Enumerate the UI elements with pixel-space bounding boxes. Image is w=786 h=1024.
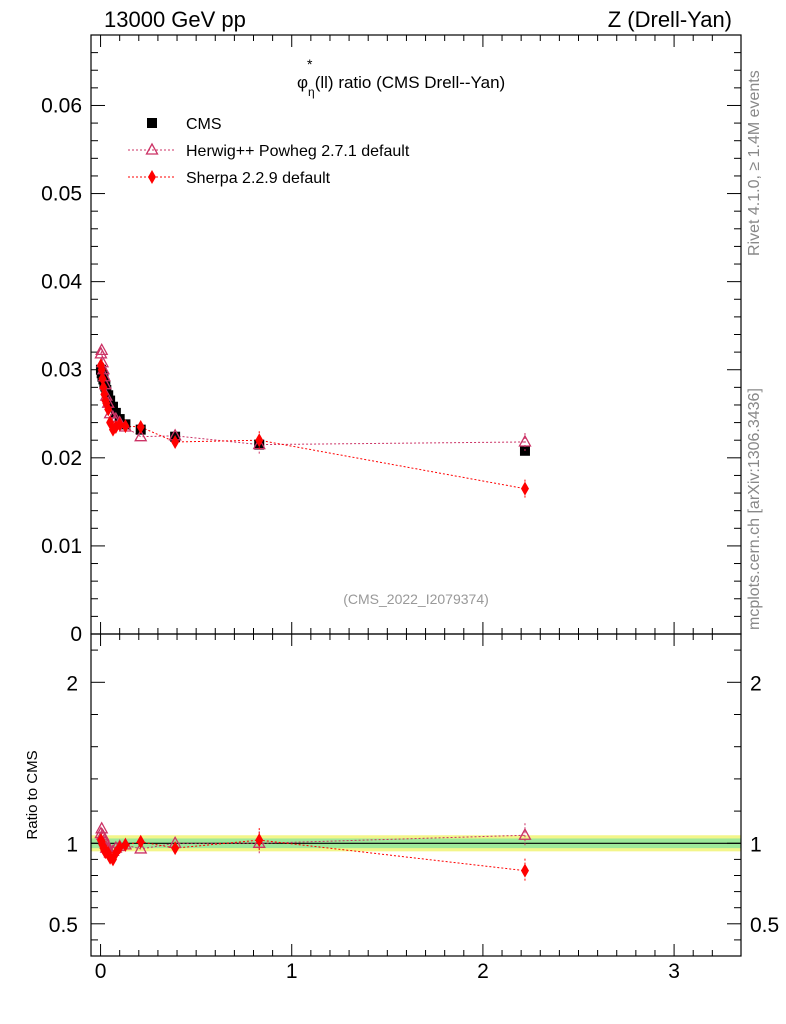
ratio-point-diamond xyxy=(121,837,130,852)
ratio-frame xyxy=(90,633,742,957)
ratio-point-triangle-open xyxy=(518,827,532,840)
main-point-square xyxy=(103,390,114,401)
ratio-point-diamond xyxy=(520,863,529,878)
main-point-triangle-open xyxy=(518,434,532,447)
ratio-tick-label-left: 1 xyxy=(66,833,78,856)
ratio-point-diamond xyxy=(255,833,264,848)
main-series-line xyxy=(100,365,526,490)
main-point-diamond xyxy=(98,371,107,386)
legend-entry-cms: CMS xyxy=(147,116,222,133)
main-point-diamond xyxy=(104,402,113,417)
legend-marker-herwig xyxy=(145,142,159,155)
y-tick-label: 0.02 xyxy=(41,447,82,470)
ratio-panel: 0 1 2 3 0.5 0.5 1 1 2 2 xyxy=(49,633,779,983)
title-eta: η xyxy=(308,85,315,99)
y-tick-label: 0.04 xyxy=(41,271,82,294)
ratio-tick-label-right: 1 xyxy=(750,833,762,856)
main-point-triangle-open xyxy=(134,429,148,442)
legend-label-sherpa: Sherpa 2.2.9 default xyxy=(186,170,331,187)
main-point-diamond xyxy=(171,434,180,449)
main-point-diamond xyxy=(121,419,130,434)
analysis-tag: (CMS_2022_I2079374) xyxy=(343,591,489,607)
main-point-triangle-open xyxy=(94,346,108,359)
main-point-diamond xyxy=(255,433,264,448)
legend: CMS Herwig++ Powheg 2.7.1 default Sherpa… xyxy=(128,116,410,187)
y-tick-label: 0.03 xyxy=(41,359,82,382)
ratio-point-diamond xyxy=(115,840,124,855)
legend-marker-sherpa xyxy=(148,170,156,184)
x-tick-label: 0 xyxy=(95,960,107,983)
ratio-tick-label-right: 0.5 xyxy=(750,914,779,937)
ratio-tick-label-left: 0.5 xyxy=(49,914,78,937)
main-series-line xyxy=(100,350,525,446)
legend-entry-herwig: Herwig++ Powheg 2.7.1 default xyxy=(128,142,410,160)
ratio-point-diamond xyxy=(136,834,145,849)
main-point-triangle-open xyxy=(95,343,109,356)
header-left: 13000 GeV pp xyxy=(104,7,246,32)
legend-label-herwig: Herwig++ Powheg 2.7.1 default xyxy=(186,143,410,160)
y-tick-label: 0.05 xyxy=(41,183,82,206)
x-tick-label: 1 xyxy=(286,960,298,983)
title-star: * xyxy=(307,56,313,72)
ratio-ylabel: Ratio to CMS xyxy=(24,750,41,839)
y-tick-label: 0.06 xyxy=(41,94,82,117)
ratio-point-triangle-open xyxy=(252,835,266,848)
legend-marker-cms xyxy=(147,118,157,128)
ratio-point-triangle-open xyxy=(134,841,148,854)
ratio-tick-label-left: 2 xyxy=(66,672,78,695)
main-point-diamond xyxy=(97,362,106,377)
main-point-diamond xyxy=(520,481,529,496)
x-tick-label: 3 xyxy=(668,960,680,983)
chart-title: φη(ll) ratio (CMS Drell--Yan) xyxy=(297,73,505,99)
legend-entry-sherpa: Sherpa 2.2.9 default xyxy=(128,170,331,187)
x-tick-label: 2 xyxy=(477,960,489,983)
title-phi: φ xyxy=(297,73,308,92)
ratio-point-diamond xyxy=(171,841,180,856)
header-right: Z (Drell-Yan) xyxy=(607,7,732,32)
main-point-diamond xyxy=(115,417,124,432)
y-tick-label: 0.01 xyxy=(41,535,82,558)
y-tick-label: 0 xyxy=(70,623,82,646)
title-rest: (ll) ratio (CMS Drell--Yan) xyxy=(315,73,505,92)
main-point-diamond xyxy=(136,419,145,434)
legend-label-cms: CMS xyxy=(186,116,222,133)
ratio-tick-label-right: 2 xyxy=(750,672,762,695)
main-panel: 0 0.01 0.02 0.03 0.04 0.05 0.06 xyxy=(41,34,742,646)
